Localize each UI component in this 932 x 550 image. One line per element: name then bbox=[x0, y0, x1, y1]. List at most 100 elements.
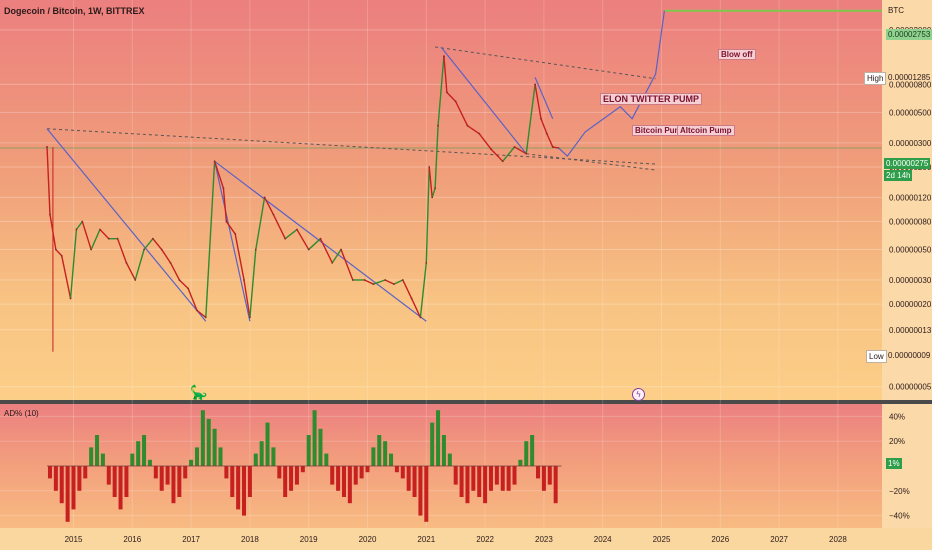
price-point bbox=[340, 248, 342, 251]
price-point bbox=[178, 279, 181, 281]
price-point bbox=[466, 124, 469, 127]
time-scale[interactable] bbox=[0, 528, 932, 550]
target-price-tag: 0.00002753 bbox=[886, 29, 932, 40]
indicator-bar bbox=[359, 466, 364, 479]
chart-title[interactable]: Dogecoin / Bitcoin, 1W, BITTREX bbox=[4, 6, 145, 16]
price-series-segment bbox=[490, 148, 504, 162]
indicator-bar bbox=[47, 466, 52, 479]
indicator-current-tag: 1% bbox=[886, 458, 902, 469]
indicator-bar bbox=[289, 466, 294, 491]
high-price-tag: 0.00001285 bbox=[888, 73, 931, 82]
indicator-bar bbox=[406, 466, 411, 491]
price-point bbox=[428, 166, 431, 168]
price-point bbox=[307, 248, 310, 251]
price-series-segment bbox=[284, 228, 298, 240]
price-point bbox=[425, 261, 428, 264]
price-point bbox=[225, 220, 228, 223]
price-point bbox=[116, 237, 119, 240]
indicator-bar bbox=[130, 453, 135, 466]
time-tick-label: 2024 bbox=[594, 535, 612, 544]
indicator-bar bbox=[459, 466, 464, 497]
price-point bbox=[410, 297, 413, 300]
indicator-bar bbox=[206, 418, 211, 466]
indicator-bar bbox=[183, 466, 188, 479]
price-point bbox=[69, 297, 72, 300]
indicator-bar bbox=[100, 453, 105, 466]
indicator-bar bbox=[336, 466, 341, 491]
indicator-bar bbox=[153, 466, 158, 479]
price-series-segment bbox=[331, 249, 342, 264]
price-series-segment bbox=[222, 188, 228, 222]
indicator-tick-label: −40% bbox=[889, 512, 910, 521]
price-scale[interactable] bbox=[882, 0, 932, 528]
indicator-bar bbox=[247, 466, 252, 497]
trend-line bbox=[440, 46, 527, 155]
price-series-segment bbox=[296, 229, 310, 250]
projection-path bbox=[558, 10, 665, 157]
price-point bbox=[99, 228, 101, 231]
price-series-segment bbox=[434, 125, 439, 189]
price-series-segment bbox=[75, 221, 83, 230]
time-tick-label: 2027 bbox=[770, 535, 788, 544]
indicator-bar bbox=[253, 453, 258, 466]
high-tag-name: High bbox=[864, 72, 887, 85]
indicator-bar bbox=[136, 441, 141, 466]
indicator-bar bbox=[236, 466, 241, 510]
price-series-segment bbox=[340, 249, 354, 281]
price-point bbox=[107, 237, 110, 240]
price-point bbox=[445, 91, 448, 94]
price-point bbox=[431, 196, 434, 199]
low-tag-name: Low bbox=[866, 350, 887, 363]
price-pane[interactable] bbox=[0, 0, 882, 400]
price-point bbox=[60, 254, 63, 257]
price-tick-label: 0.00000300 bbox=[889, 139, 932, 148]
indicator-bar bbox=[159, 466, 164, 491]
indicator-bar bbox=[400, 466, 405, 479]
price-series-segment bbox=[431, 188, 436, 198]
trend-line bbox=[46, 128, 207, 322]
price-point bbox=[196, 309, 198, 312]
pane-divider[interactable] bbox=[0, 400, 932, 404]
price-series-segment bbox=[373, 279, 386, 285]
indicator-bar bbox=[277, 466, 282, 479]
indicator-bar bbox=[59, 466, 64, 504]
price-point bbox=[213, 160, 216, 163]
indicator-bar bbox=[95, 435, 100, 466]
price-tick-label: 0.00000050 bbox=[889, 246, 932, 255]
price-tick-label: 0.00000013 bbox=[889, 326, 932, 335]
indicator-bar bbox=[242, 466, 247, 516]
price-point bbox=[187, 287, 190, 290]
indicator-bar bbox=[488, 466, 493, 491]
price-series-segment bbox=[263, 197, 275, 215]
price-series-segment bbox=[161, 249, 172, 264]
price-tick-label: 0.00000120 bbox=[889, 193, 932, 202]
price-series-segment bbox=[514, 146, 527, 155]
indicator-bar bbox=[547, 466, 552, 485]
time-tick-label: 2021 bbox=[417, 535, 435, 544]
lower-channel-dashed-line bbox=[526, 153, 656, 171]
indicator-bar bbox=[53, 466, 58, 491]
indicator-bar bbox=[394, 466, 399, 473]
price-series-segment bbox=[61, 255, 72, 299]
indicator-bar bbox=[230, 466, 235, 497]
price-point bbox=[90, 248, 93, 251]
time-tick-label: 2015 bbox=[65, 535, 83, 544]
lightning-icon[interactable]: ϟ bbox=[632, 388, 645, 401]
dinosaur-icon[interactable]: 🦕 bbox=[190, 384, 208, 400]
price-series-segment bbox=[116, 238, 128, 264]
price-point bbox=[249, 316, 251, 319]
price-point bbox=[478, 132, 481, 135]
price-point bbox=[125, 261, 128, 264]
price-point bbox=[372, 283, 375, 285]
annotation-altcoin-pump[interactable]: Altcoin Pump bbox=[677, 125, 735, 136]
price-point bbox=[243, 279, 245, 281]
indicator-label[interactable]: AD% (10) bbox=[4, 409, 39, 418]
price-point bbox=[169, 261, 172, 264]
annotation-blow-off[interactable]: Blow off bbox=[718, 49, 756, 60]
current-price-tag: 0.00000275 bbox=[884, 158, 931, 169]
annotation-elon-twitter-pump[interactable]: ELON TWITTER PUMP bbox=[600, 93, 702, 105]
price-series-segment bbox=[552, 146, 559, 149]
indicator-bar bbox=[494, 466, 499, 485]
price-series-segment bbox=[205, 161, 216, 318]
price-series-segment bbox=[364, 279, 374, 285]
